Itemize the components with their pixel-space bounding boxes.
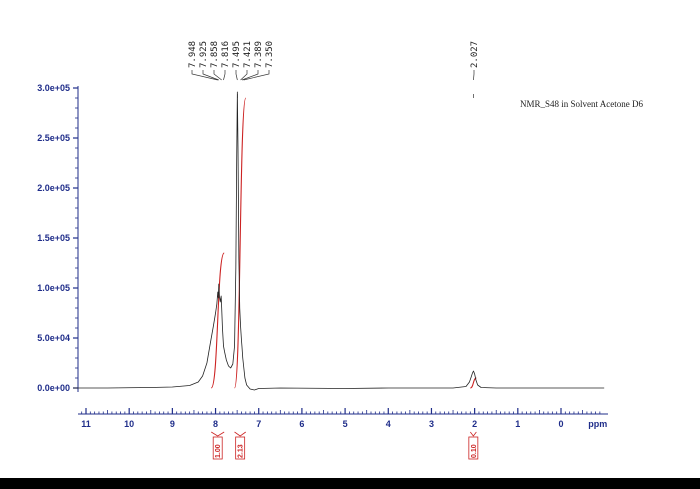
integral-curve [210,252,225,389]
x-tick-label: 5 [343,419,348,429]
axes-layer: 0.0e+00 5.0e+04 1.0e+05 1.5e+05 2.0e+05 2.5e+… [37,83,608,429]
integral-label-box [468,436,479,460]
y-tick-label: 5.0e+04 [37,333,70,343]
y-tick-label: 3.0e+05 [37,83,70,93]
peak-connector [213,70,222,81]
peak-label: 2.027 [470,41,480,68]
x-tick-label: 11 [81,419,91,429]
x-axis-label: ppm [588,419,607,429]
peak-label: 7.350 [265,41,275,68]
x-tick-label: 4 [386,419,391,429]
peak-label: 7.925 [199,41,209,68]
x-tick-label: 3 [429,419,434,429]
integral-label: 1.00 [215,444,222,458]
peak-label: 7.389 [254,41,264,68]
peak-label: 7.858 [210,41,220,68]
peak-connector [473,70,475,81]
integral-bracket [469,431,477,437]
integral-label-box [235,436,246,460]
peak-connector [235,70,238,81]
integral-label: 0.10 [471,444,478,458]
peak-label: 7.421 [243,41,253,68]
y-tick-label: 0.0e+00 [37,383,70,393]
spectrum-line [73,91,605,391]
peak-label: 7.495 [232,41,242,68]
peak-connector [243,70,270,81]
integral-label-box [212,436,223,460]
x-tick-label: 9 [170,419,175,429]
x-tick-label: 0 [558,419,563,429]
integral-curve [234,97,247,389]
bottom-bar [0,478,700,489]
spectrum-layer [73,91,605,391]
integral-layer: 1.00 2.13 0.10 [210,97,479,460]
peak-connector [223,70,226,81]
x-tick-label: 6 [299,419,304,429]
y-tick-label: 1.0e+05 [37,283,70,293]
peak-label: 7.948 [188,41,198,68]
y-tick-label: 2.0e+05 [37,183,70,193]
integral-bracket [234,431,247,437]
peak-label-layer: 7.948 7.925 7.858 7.816 7.495 7.421 7.389 7.350… [188,41,480,98]
integral-bracket [211,431,225,437]
peak-connector [241,70,259,81]
sample-annotation: NMR_S48 in Solvent Acetone D6 [520,99,643,109]
peak-label: 7.816 [221,41,231,68]
y-tick-label: 2.5e+05 [37,133,70,143]
x-tick-label: 1 [515,419,520,429]
x-tick-label: 10 [124,419,134,429]
x-tick-label: 8 [213,419,218,429]
peak-connector [240,70,248,81]
y-tick-label: 1.5e+05 [37,233,70,243]
peak-connector [191,70,218,81]
x-tick-label: 2 [472,419,477,429]
integral-label: 2.13 [238,444,245,458]
peak-connector [202,70,219,81]
x-tick-label: 7 [256,419,261,429]
